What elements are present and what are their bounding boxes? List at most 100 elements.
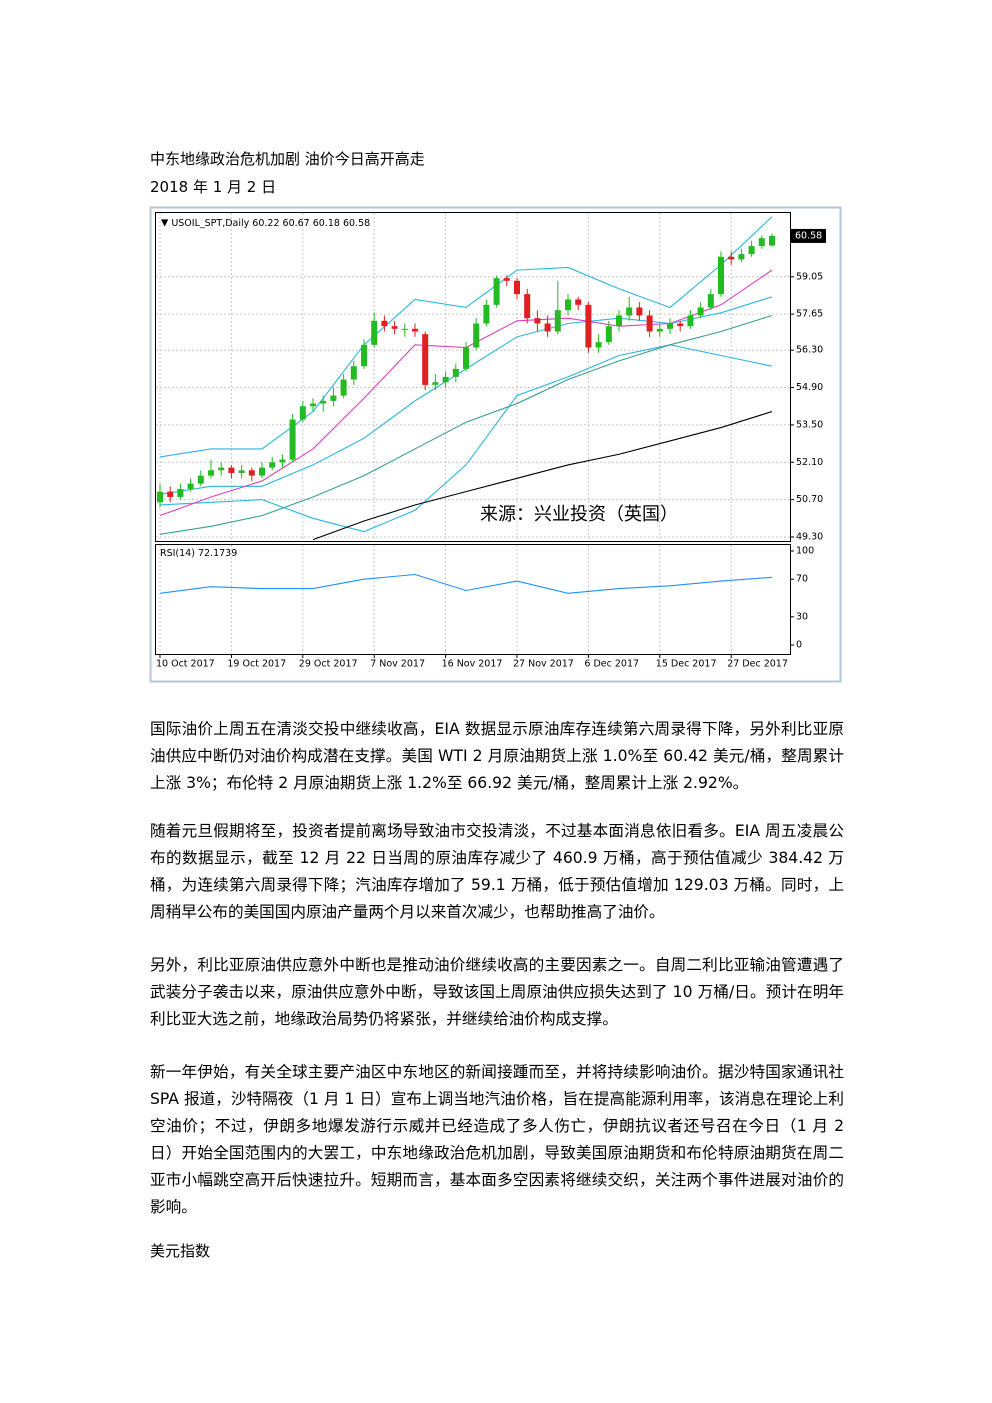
x-tick-label: 29 Oct 2017 [299,659,358,670]
rsi-tick-label: 100 [796,546,814,557]
last-price-box [790,228,826,243]
candle-body [616,315,622,327]
rsi-tick-label: 70 [796,574,808,585]
y-tick-label: 57.65 [796,309,823,320]
candle-body [442,376,449,383]
paragraph: 新一年伊始，有关全球主要产油区中东地区的新闻接踵而至，并将持续影响油价。据沙特国… [150,1063,844,1216]
indicator-line [312,411,773,541]
candle-body [289,419,296,460]
candle-body [769,235,775,246]
candle-body [667,323,673,329]
candle-body [758,238,765,247]
candle-body [473,323,480,348]
candle-body [391,326,398,329]
candle-body [197,475,204,484]
candle-body [361,344,367,367]
candle-body [565,299,571,311]
x-tick-label: 27 Nov 2017 [513,659,574,670]
candle-body [238,470,245,473]
chart-header: ▼ USOIL_SPT,Daily 60.22 60.67 60.18 60.5… [161,218,370,229]
x-tick-label: 10 Oct 2017 [156,659,215,670]
candle-body [340,379,347,396]
candle-body [248,470,255,476]
candle-body [748,246,755,255]
candle-body [381,320,388,327]
candle-body [605,326,612,343]
x-tick-label: 27 Dec 2017 [727,659,788,670]
candle-body [595,342,602,348]
candle-body [208,470,214,476]
ohlc-close: 60.58 [343,218,370,229]
x-tick-label: 6 Dec 2017 [584,659,639,670]
candle-body [738,254,745,260]
candle-body [371,320,378,345]
candle-body [503,278,510,281]
candle-body [544,323,551,332]
x-tick-label: 19 Oct 2017 [227,659,286,670]
indicator-line [159,216,773,458]
candle-body [656,328,663,332]
candle-body [177,488,184,497]
candle-body [707,294,714,308]
y-tick-label: 49.30 [796,531,823,542]
ohlc-open: 60.22 [252,218,279,229]
candle-body [646,315,653,332]
candle-body [320,400,327,404]
y-tick-label: 56.30 [796,345,823,356]
candle-body [697,307,704,316]
y-tick-label: 54.90 [796,382,823,393]
candle-body [218,467,225,471]
candle-body [330,395,337,401]
candle-body [452,368,459,377]
y-tick-label: 53.50 [796,419,823,430]
rsi-tick-label: 30 [796,611,808,622]
candle-body [259,467,265,476]
candle-body [493,278,500,305]
candle-body [636,307,643,316]
candle-body [585,304,592,348]
candle-body [677,323,684,327]
paragraph: 随着元旦假期将至，投资者提前离场导致油市交投清淡，不过基本面消息依旧看多。EIA… [150,822,844,921]
candle-body [269,462,276,468]
candle-body [310,403,316,407]
candle-body [422,334,429,385]
rsi-name: RSI(14) [160,548,195,559]
rsi-tick-label: 0 [796,640,802,651]
x-tick-label: 7 Nov 2017 [370,659,425,670]
x-tick-label: 16 Nov 2017 [442,659,503,670]
price-panel [155,212,791,542]
candle-body [534,318,541,324]
article-date: 2018 年 1 月 2 日 [150,178,277,196]
candle-body [187,483,194,489]
paragraph: 另外，利比亚原油供应意外中断也是推动油价继续收高的主要因素之一。自周二利比亚输油… [150,956,844,1028]
x-tick-label: 15 Dec 2017 [656,659,717,670]
price-plot [157,216,775,541]
y-tick-label: 50.70 [796,494,823,505]
candle-body [299,406,306,420]
candle-body [687,315,694,327]
last-price-label: 60.58 [795,230,822,241]
article-title: 中东地缘政治危机加剧 油价今日高开高走 [150,150,425,168]
candle-body [167,491,174,497]
rsi-panel [155,544,791,655]
candle-body [412,328,418,332]
paragraph: 国际油价上周五在清淡交投中继续收高，EIA 数据显示原油库存连续第六周录得下降，… [150,720,844,792]
candle-body [524,294,531,319]
candle-body [432,382,439,385]
candle-body [157,491,163,503]
rsi-current: 72.1739 [198,548,237,559]
candle-body [350,366,357,380]
candle-body [718,256,724,295]
candle-body [401,328,408,330]
candle-body [626,307,633,316]
candle-body [514,280,520,295]
candle-body [575,299,582,305]
chart: 来源：兴业投资（英国） ▼ USOIL_SPT,Daily 60.22 60.6… [149,206,842,683]
candle-body [228,467,235,473]
watermark: 来源：兴业投资（英国） [480,504,678,525]
indicator-line [159,314,773,535]
section-heading: 美元指数 [150,1242,211,1260]
candle-body [554,310,561,332]
indicator-line [159,573,773,594]
